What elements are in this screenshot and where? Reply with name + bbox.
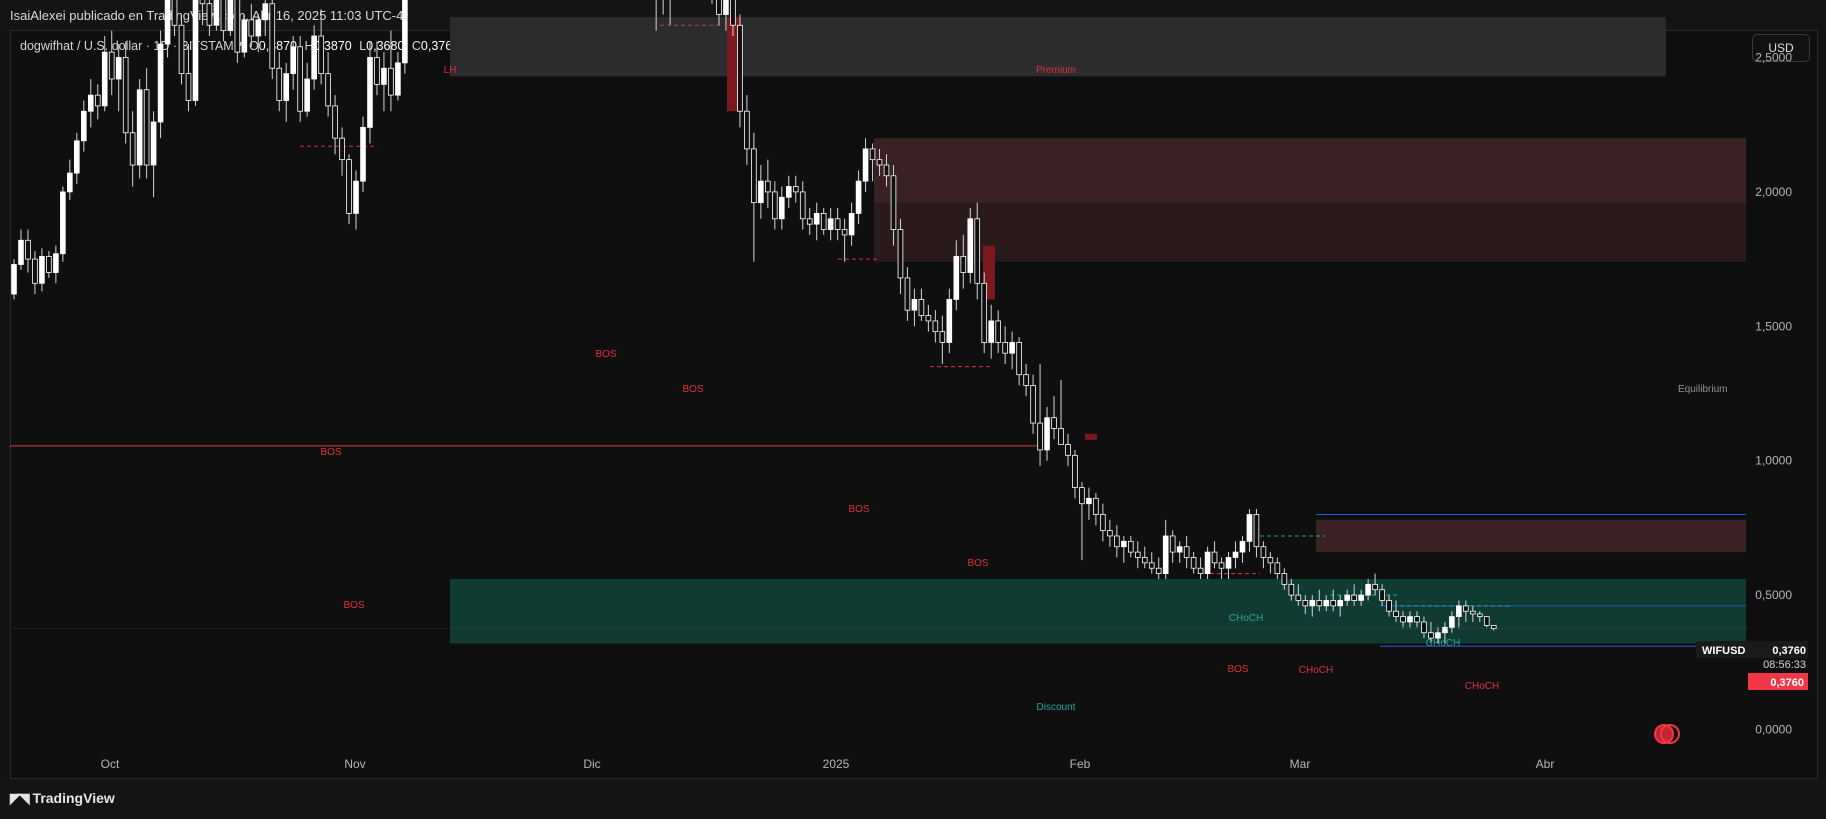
- tradingview-logo-icon: ◤◥: [10, 790, 29, 806]
- brand-name: TradingView: [32, 790, 115, 806]
- symbol-legend: dogwifhat / U.S. dollar · 1D · BITSTAMP …: [20, 39, 750, 53]
- close-label: C: [411, 39, 421, 53]
- high-label: H: [304, 39, 314, 53]
- low-label: L: [359, 39, 367, 53]
- close-value: 0,3760: [420, 39, 460, 53]
- published-line: IsaiAlexei publicado en TradingView.com,…: [10, 8, 404, 23]
- tradingview-logo[interactable]: ◤◥ TradingView: [10, 790, 115, 807]
- volume-change: −0,0130 (−3,34%): [645, 39, 746, 53]
- change-value: −0,0130 (−3,34%): [466, 39, 567, 53]
- currency-button[interactable]: USD: [1752, 34, 1810, 62]
- low-value: 0,3680: [366, 39, 405, 53]
- open-value: 0,3870: [258, 39, 297, 53]
- symbol-title[interactable]: dogwifhat / U.S. dollar · 1D · BITSTAMP: [20, 39, 243, 53]
- open-label: O: [249, 39, 259, 53]
- chart-frame[interactable]: [10, 30, 1818, 779]
- volume-label: Vol: [574, 39, 592, 53]
- volume-value: 58,22 K: [595, 39, 639, 53]
- high-value: 0,3870: [313, 39, 352, 53]
- footer-bar: [0, 779, 1826, 819]
